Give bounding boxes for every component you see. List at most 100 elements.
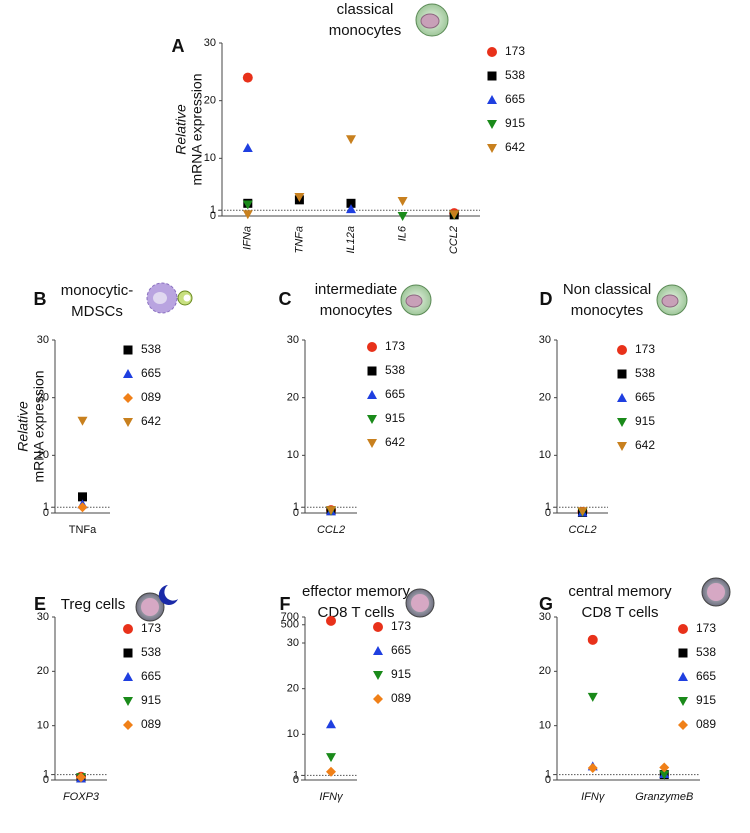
panel-title: effector memory: [302, 583, 411, 600]
y-tick-label: 10: [287, 449, 299, 461]
data-point: [577, 507, 588, 517]
y-tick-label: 10: [287, 728, 299, 740]
legend-label: 915: [141, 693, 161, 707]
panel-letter: A: [172, 36, 185, 56]
legend-label: 915: [391, 667, 411, 681]
x-tick-label: IL6: [397, 225, 409, 241]
legend-marker: [367, 415, 377, 424]
panel-letter: G: [539, 594, 553, 614]
legend-marker: [367, 366, 377, 376]
x-tick-label: CCL2: [568, 524, 596, 536]
legend-marker: [487, 120, 497, 129]
y-tick-label: 10: [37, 720, 49, 732]
panel-letter: D: [540, 289, 553, 309]
panel-title: monocytic-: [61, 282, 134, 299]
y-tick-label: 10: [37, 449, 49, 461]
y-tick-label: 30: [287, 637, 299, 649]
legend-marker: [487, 144, 497, 153]
x-tick-label: FOXP3: [63, 791, 100, 803]
legend-label: 173: [141, 621, 161, 635]
data-point: [397, 212, 408, 221]
legend-marker: [373, 671, 383, 680]
legend-marker: [678, 697, 688, 706]
x-tick-label: IL12a: [345, 226, 357, 254]
legend-label: 173: [385, 339, 405, 353]
y-tick-label: 1: [545, 768, 551, 780]
panel-title: classical: [337, 1, 394, 18]
legend-marker: [123, 720, 133, 730]
y-tick-label: 0: [43, 774, 49, 786]
legend-marker: [617, 369, 627, 379]
legend-label: 538: [385, 363, 405, 377]
panel-title: CD8 T cells: [318, 604, 395, 621]
y-tick-label: 30: [204, 37, 216, 49]
legend-marker: [373, 622, 383, 632]
legend-marker: [123, 624, 133, 634]
legend-marker: [123, 648, 133, 658]
legend-label: 915: [505, 116, 525, 130]
panel-letter: C: [279, 289, 292, 309]
y-tick-label: 700: [281, 611, 299, 623]
y-tick-label: 20: [539, 392, 551, 404]
legend-label: 915: [635, 414, 655, 428]
data-point: [587, 692, 598, 702]
y-tick-label: 1: [43, 768, 49, 780]
y-tick-label: 10: [539, 720, 551, 732]
legend-label: 538: [141, 342, 161, 356]
x-tick-label: IFNγ: [581, 791, 606, 803]
legend-label: 642: [141, 414, 161, 428]
y-tick-label: 10: [204, 152, 216, 164]
y-tick-label: 20: [204, 95, 216, 107]
y-tick-label: 20: [287, 392, 299, 404]
panel-title: Non classical: [563, 281, 651, 298]
y-tick-label: 1: [210, 204, 216, 216]
data-point: [77, 502, 88, 513]
legend-marker: [678, 648, 688, 658]
legend-marker: [123, 393, 133, 403]
legend-marker: [367, 439, 377, 448]
data-point: [242, 142, 253, 152]
legend-marker: [617, 442, 627, 451]
legend-marker: [487, 95, 497, 104]
panel-letter: B: [34, 289, 47, 309]
legend-label: 915: [385, 411, 405, 425]
legend-marker: [678, 672, 688, 681]
legend-label: 665: [141, 669, 161, 683]
panel-title: monocytes: [571, 302, 644, 319]
legend-marker: [487, 47, 497, 57]
y-tick-label: 30: [539, 334, 551, 346]
legend-label: 538: [141, 645, 161, 659]
legend-marker: [123, 418, 133, 427]
legend-label: 665: [141, 366, 161, 380]
panel-letter: F: [280, 594, 291, 614]
legend-label: 915: [696, 693, 716, 707]
x-tick-label: IFNa: [242, 226, 254, 250]
x-tick-label: IFNγ: [319, 791, 344, 803]
legend-marker: [373, 646, 383, 655]
data-point: [397, 197, 408, 207]
panel-title: CD8 T cells: [582, 604, 659, 621]
y-tick-label: 500: [281, 619, 299, 631]
legend-marker: [367, 342, 377, 352]
data-point: [326, 766, 336, 777]
data-point: [326, 719, 336, 729]
data-point: [242, 210, 253, 220]
legend-label: 642: [635, 438, 655, 452]
legend-label: 665: [696, 669, 716, 683]
data-point: [449, 210, 460, 220]
data-point: [346, 198, 356, 208]
data-point: [659, 762, 670, 773]
legend-label: 538: [505, 68, 525, 82]
y-tick-label: 20: [37, 392, 49, 404]
legend-marker: [373, 694, 383, 704]
x-tick-label: GranzymeB: [635, 791, 693, 803]
data-point: [587, 634, 598, 645]
y-axis-label: mRNA expression: [31, 370, 47, 482]
data-point: [326, 753, 336, 763]
y-tick-label: 30: [539, 611, 551, 623]
data-point: [78, 492, 87, 502]
data-point: [242, 200, 253, 210]
legend-label: 538: [696, 645, 716, 659]
data-point: [76, 772, 86, 783]
